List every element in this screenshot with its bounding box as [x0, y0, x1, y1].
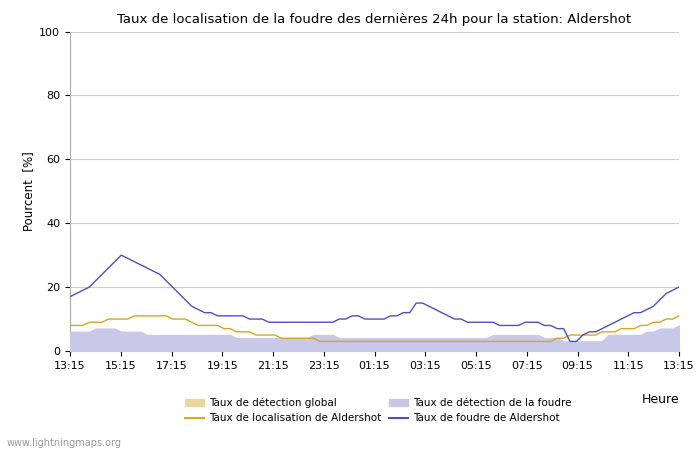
Text: Heure: Heure — [641, 392, 679, 405]
Y-axis label: Pourcent  [%]: Pourcent [%] — [22, 151, 35, 231]
Text: www.lightningmaps.org: www.lightningmaps.org — [7, 438, 122, 448]
Legend: Taux de détection global, Taux de localisation de Aldershot, Taux de détection d: Taux de détection global, Taux de locali… — [185, 398, 572, 423]
Title: Taux de localisation de la foudre des dernières 24h pour la station: Aldershot: Taux de localisation de la foudre des de… — [118, 13, 631, 26]
